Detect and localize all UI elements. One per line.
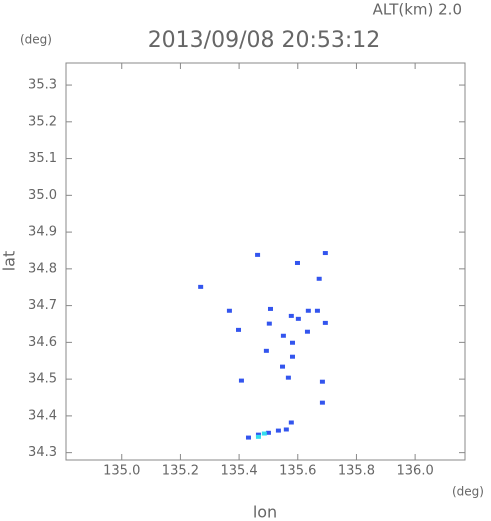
echo-point	[245, 435, 251, 440]
echo-point	[295, 316, 301, 321]
x-tick-label: 136.0	[397, 464, 434, 479]
x-tick-label: 135.4	[220, 464, 257, 479]
echo-point	[267, 306, 273, 311]
y-tick-label: 35.1	[28, 151, 57, 166]
echo-point	[261, 431, 267, 436]
x-tick-label: 135.2	[162, 464, 199, 479]
echo-point	[314, 308, 320, 313]
echo-point	[285, 375, 291, 380]
echo-point	[322, 251, 328, 256]
echo-point	[288, 313, 294, 318]
echo-point	[288, 420, 294, 425]
y-tick-label: 35.0	[28, 188, 57, 203]
echo-point	[255, 432, 261, 437]
y-tick-label: 34.3	[28, 445, 57, 460]
echo-point	[226, 308, 232, 313]
echo-point	[289, 354, 295, 359]
echo-point	[283, 427, 289, 432]
x-unit: (deg)	[452, 485, 484, 499]
echo-point	[198, 284, 204, 289]
plot-frame	[65, 62, 466, 461]
y-tick-label: 35.3	[28, 78, 57, 93]
echo-point	[265, 430, 271, 435]
echo-point	[319, 379, 325, 384]
echo-point	[319, 400, 325, 405]
x-tick-label: 135.8	[338, 464, 375, 479]
echo-point	[289, 340, 295, 345]
y-tick-label: 35.2	[28, 114, 57, 129]
altitude-label: ALT(km) 2.0	[373, 1, 462, 19]
y-tick-label: 34.4	[28, 408, 57, 423]
x-axis-label: lon	[253, 503, 277, 521]
y-tick-label: 34.6	[28, 335, 57, 350]
echo-point	[236, 327, 242, 332]
echo-point	[304, 329, 310, 334]
echo-point	[255, 434, 261, 439]
echo-point	[305, 308, 311, 313]
echo-point	[322, 320, 328, 325]
y-tick-label: 34.7	[28, 298, 57, 313]
echo-point	[280, 364, 286, 369]
x-tick-label: 135.0	[103, 464, 140, 479]
y-unit: (deg)	[20, 33, 52, 47]
echo-point	[280, 333, 286, 338]
echo-point	[316, 276, 322, 281]
y-tick-label: 34.8	[28, 261, 57, 276]
echo-point	[263, 348, 269, 353]
y-tick-label: 34.5	[28, 372, 57, 387]
chart-title: 2013/09/08 20:53:12	[148, 28, 381, 53]
y-tick-label: 34.9	[28, 225, 57, 240]
echo-point	[238, 378, 244, 383]
echo-point	[266, 321, 272, 326]
echo-point	[255, 252, 261, 257]
echo-point	[294, 260, 300, 265]
y-axis-label: lat	[0, 251, 19, 272]
x-tick-label: 135.6	[279, 464, 316, 479]
echo-point	[275, 428, 281, 433]
